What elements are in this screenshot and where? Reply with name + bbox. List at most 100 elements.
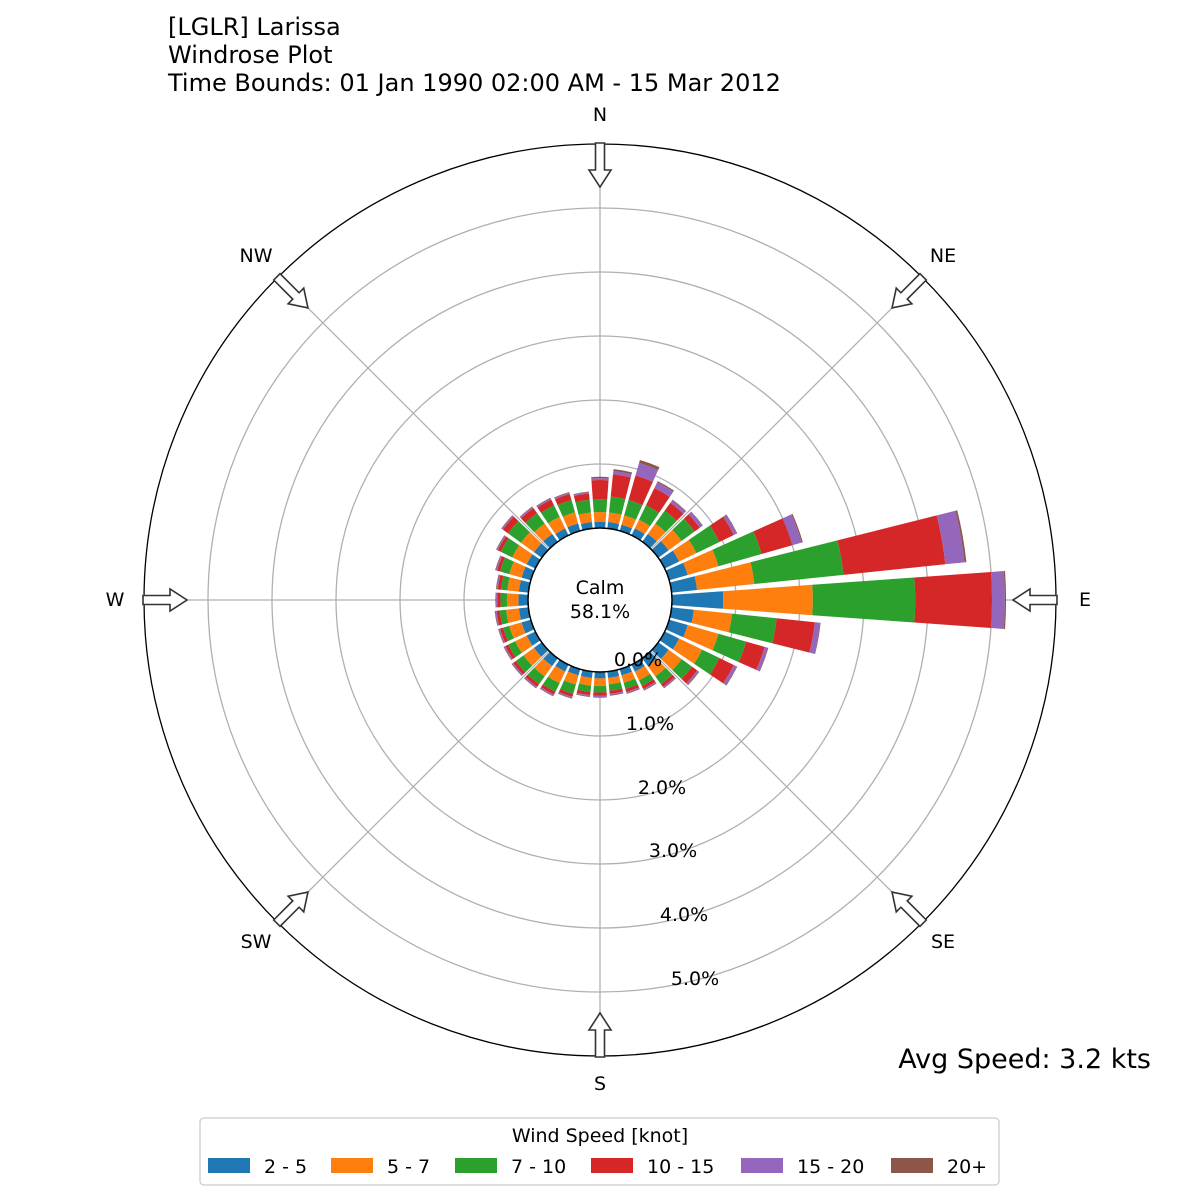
- ring-label-4: 4.0%: [660, 904, 708, 926]
- bar-160deg-series-1: [621, 671, 636, 683]
- direction-label-n: N: [593, 104, 607, 126]
- avg-speed-label: Avg Speed: 3.2 kts: [898, 1044, 1151, 1075]
- bar-230deg-series-1: [523, 647, 542, 666]
- bar-30deg-series-3: [645, 488, 670, 513]
- bar-80deg-series-2: [750, 540, 844, 585]
- bar-110deg-series-4: [756, 646, 768, 672]
- bar-310deg-series-4: [501, 515, 514, 530]
- bar-60deg-series-3: [709, 516, 734, 542]
- bar-180deg-series-0: [594, 671, 606, 679]
- bar-230deg-series-0: [533, 642, 549, 657]
- bar-220deg-series-1: [534, 658, 553, 677]
- bar-350deg-series-2: [575, 499, 591, 515]
- bar-130deg-series-2: [672, 659, 693, 680]
- bar-270deg-series-0: [518, 594, 529, 606]
- direction-arrows: [142, 142, 1058, 1058]
- bar-320deg-series-1: [534, 523, 553, 542]
- bar-120deg-series-0: [659, 631, 680, 650]
- bar-240deg-series-4: [504, 645, 513, 660]
- bar-330deg-series-5: [536, 497, 551, 507]
- calm-circle: [527, 527, 673, 673]
- legend-label-2: 7 - 10: [511, 1156, 566, 1178]
- ring-label-0: 0.0%: [614, 649, 662, 671]
- bar-250deg-series-4: [498, 628, 506, 643]
- bar-30deg-series-0: [631, 528, 645, 541]
- bar-170deg-series-2: [608, 682, 623, 691]
- bar-290deg-series-3: [496, 556, 506, 572]
- legend: Wind Speed [knot] 2 - 5 5 - 7 7 - 10 10 - 1…: [199, 1117, 1000, 1186]
- bar-260deg-series-3: [496, 610, 503, 626]
- bar-280deg-series-2: [501, 575, 510, 591]
- bar-170deg-series-3: [609, 688, 623, 694]
- bar-140deg-series-2: [655, 667, 673, 685]
- bar-310deg-series-3: [502, 516, 519, 534]
- bar-180deg-series-2: [593, 685, 607, 693]
- bar-300deg-series-4: [496, 535, 506, 551]
- bar-80deg-series-3: [837, 515, 946, 575]
- legend-swatch-3: [591, 1158, 633, 1173]
- bar-330deg-series-3: [537, 499, 555, 513]
- bar-10deg-series-3: [610, 474, 631, 500]
- direction-arrow-e: [1011, 587, 1058, 613]
- bar-310deg-series-2: [507, 520, 530, 543]
- bar-330deg-series-1: [548, 516, 566, 535]
- bar-280deg-series-1: [507, 577, 521, 592]
- bar-200deg-series-1: [564, 671, 579, 685]
- direction-arrow-se: [890, 890, 928, 928]
- bar-310deg-series-0: [533, 543, 549, 558]
- bar-0deg-series-3: [591, 479, 609, 500]
- bar-60deg-series-4: [723, 514, 737, 536]
- bar-240deg-series-5: [503, 646, 512, 661]
- bar-60deg-series-0: [659, 550, 680, 569]
- bar-110deg-series-0: [665, 619, 688, 638]
- grid-spoke-3: [650, 650, 923, 923]
- bar-220deg-series-2: [527, 667, 545, 685]
- bar-280deg-series-0: [518, 580, 531, 593]
- legend-label-4: 15 - 20: [797, 1156, 864, 1178]
- direction-arrow-n: [587, 142, 613, 189]
- ring-label-3: 3.0%: [649, 840, 697, 862]
- bar-140deg-series-4: [662, 676, 676, 688]
- bar-100deg-series-5: [814, 622, 821, 655]
- bar-210deg-series-5: [539, 688, 554, 697]
- bar-40deg-series-5: [672, 499, 687, 512]
- bar-180deg-series-5: [593, 696, 607, 698]
- bar-320deg-series-3: [520, 507, 538, 524]
- bar-170deg-series-1: [608, 676, 621, 685]
- bar-200deg-series-5: [558, 693, 573, 699]
- windrose-bars: [494, 459, 1007, 699]
- bar-150deg-series-4: [643, 681, 657, 691]
- direction-label-sw: SW: [241, 931, 272, 953]
- bar-230deg-series-5: [511, 663, 523, 676]
- bar-150deg-series-2: [638, 673, 654, 687]
- bar-210deg-series-0: [555, 659, 569, 672]
- bar-100deg-series-4: [809, 622, 820, 654]
- bar-120deg-series-1: [672, 638, 703, 664]
- chart-title-time-bounds: Time Bounds: 01 Jan 1990 02:00 AM - 15 M…: [167, 69, 781, 97]
- direction-arrow-w: [142, 587, 189, 613]
- bar-260deg-series-1: [506, 608, 521, 623]
- direction-arrow-s: [587, 1011, 613, 1058]
- legend-swatch-4: [741, 1158, 783, 1173]
- bar-30deg-series-5: [657, 481, 675, 492]
- bar-70deg-series-2: [712, 531, 762, 567]
- bar-0deg-series-4: [591, 478, 609, 481]
- bar-190deg-series-5: [576, 694, 591, 698]
- bar-20deg-series-0: [619, 524, 633, 535]
- bar-340deg-series-5: [554, 491, 570, 499]
- bar-20deg-series-4: [635, 463, 659, 482]
- direction-label-s: S: [594, 1073, 606, 1095]
- bar-150deg-series-5: [643, 682, 657, 691]
- bar-0deg-series-0: [594, 521, 606, 529]
- bar-20deg-series-5: [639, 459, 660, 471]
- bar-210deg-series-4: [540, 687, 555, 696]
- bar-130deg-series-1: [660, 649, 682, 671]
- chart-title-station: [LGLR] Larissa: [168, 13, 341, 41]
- bar-250deg-series-3: [499, 627, 508, 643]
- bar-60deg-series-2: [688, 525, 720, 554]
- bar-10deg-series-1: [608, 512, 622, 524]
- chart-title-plot: Windrose Plot: [168, 41, 332, 69]
- bar-240deg-series-2: [508, 641, 522, 658]
- bar-110deg-series-2: [712, 633, 747, 663]
- bar-140deg-series-3: [660, 674, 675, 687]
